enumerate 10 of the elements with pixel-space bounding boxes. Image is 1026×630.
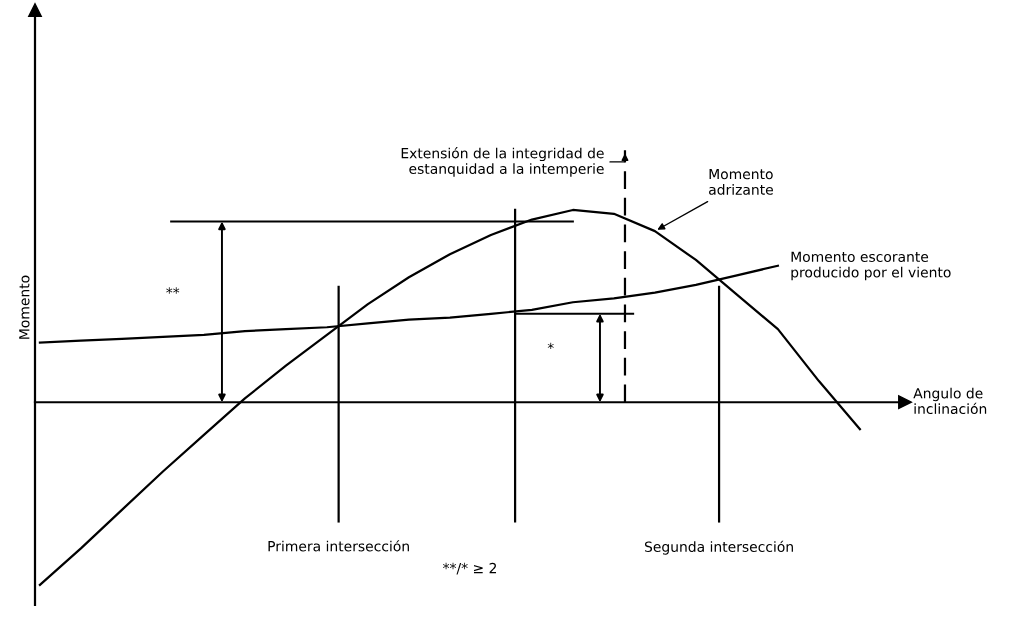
annotation: *: [547, 342, 554, 350]
text: Extensión de la integridad de estanquidad a la intemperie: [401, 147, 604, 177]
y-axis-title: Momento: [19, 275, 30, 339]
annotation: **: [166, 287, 180, 294]
annotation: **/* ≥ 2: [443, 562, 497, 575]
annotation: Segunda intersección: [644, 540, 793, 555]
series-label: Momento escorante producido por el viento: [791, 251, 951, 281]
x-axis-title: Angulo de inclinación: [913, 387, 987, 415]
text: Momento adrizante: [709, 168, 773, 195]
annotation: Primera intersección: [268, 540, 409, 552]
